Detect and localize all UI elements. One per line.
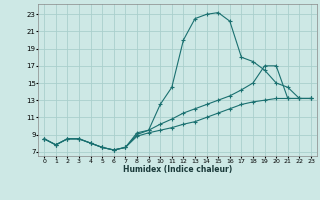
- X-axis label: Humidex (Indice chaleur): Humidex (Indice chaleur): [123, 165, 232, 174]
